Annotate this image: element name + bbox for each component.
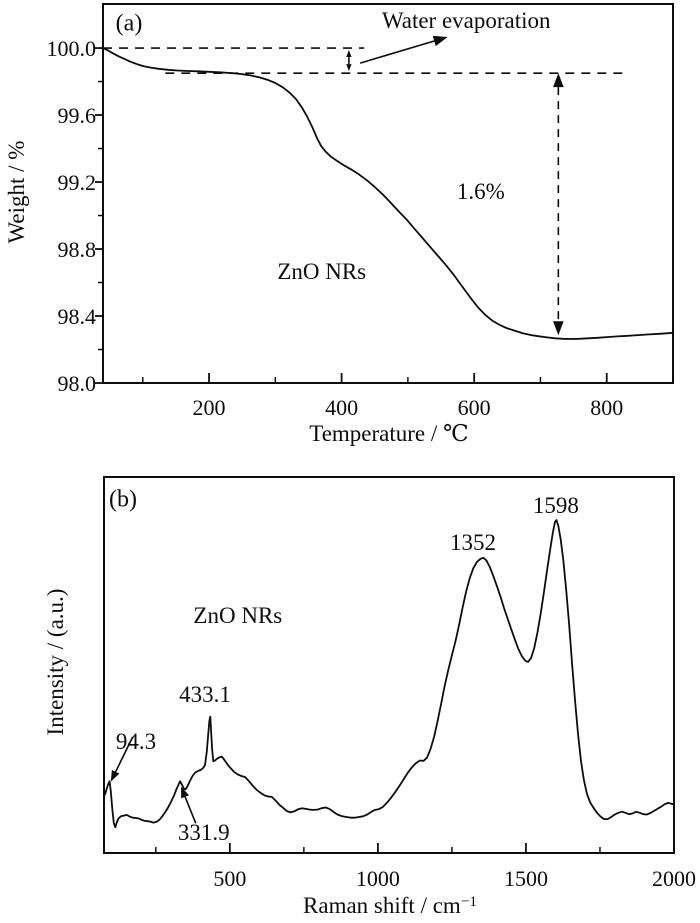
panel-a-curve-0	[102, 47, 674, 340]
panel-a-x-tick-label-200: 200	[193, 395, 226, 420]
panel-a-x-tick-label-400: 400	[325, 395, 358, 420]
panel-a-y-tick-label-99.2: 99.2	[58, 170, 97, 195]
panel-a-weight-loss-span-arrow-tail-head	[553, 73, 564, 88]
panel-a-water-gap-arrow-head	[346, 64, 352, 72]
panel-b-peak-label-433-1: 433.1	[179, 682, 231, 707]
panel-a-y-tick-label-98.8: 98.8	[58, 237, 97, 262]
panel-b-x-tick-label-1000: 1000	[356, 866, 400, 891]
panel-b-x-tick-label-1500: 1500	[504, 866, 548, 891]
panel-a-x-tick-label-800: 800	[590, 395, 623, 420]
panel-a-y-tick-label-100.0: 100.0	[47, 36, 97, 61]
panel-a-y-axis-title: Weight / %	[4, 140, 29, 244]
panel-b-frame	[103, 476, 675, 854]
panel-b-sample-label: ZnO NRs	[193, 603, 282, 628]
panel-b-peak-label-1352: 1352	[450, 530, 496, 555]
panel-b-x-axis-title-superscript: −1	[460, 893, 477, 910]
panel-a-sample-label: ZnO NRs	[277, 259, 366, 284]
panel-a-x-tick-label-600: 600	[458, 395, 491, 420]
panel-b-peak-label-1598: 1598	[533, 493, 579, 518]
panel-a-water-pointer-arrow-head	[432, 35, 448, 47]
panel-b-x-axis-title: Raman shift / cm−1	[303, 893, 477, 919]
panel-a-frame	[102, 3, 674, 384]
panel-b-x-tick-label-2000: 2000	[652, 866, 696, 891]
panel-a-x-axis-title: Temperature / ℃	[309, 421, 469, 446]
panel-a-plot: 200 400 600 800 100.0 99.6 99.2 98.8 98.4 98.0 Wat…	[47, 3, 674, 420]
panel-a-weight-loss-label: 1.6%	[457, 179, 505, 204]
panel-b-x-axis-title-text: Raman shift / cm	[303, 893, 461, 918]
panel-b-peak-label-94-3: 94.3	[116, 729, 156, 754]
panel-b-peak-331-9-arrow-shaft	[184, 796, 197, 824]
panel-b-letter: (b)	[109, 486, 137, 513]
panel-a-water-evaporation-label: Water evaporation	[382, 8, 551, 33]
panel-a-y-tick-label-98.4: 98.4	[58, 304, 97, 329]
panel-a-water-pointer-arrow-shaft	[359, 40, 435, 64]
panel-b-peak-94-3-arrow-head	[110, 769, 120, 782]
panel-b-peak-label-331-9: 331.9	[178, 820, 230, 845]
panel-a-weight-loss-span-arrow-head	[553, 321, 564, 336]
panel-b-x-tick-label-500: 500	[213, 866, 246, 891]
panel-b-y-axis-title: Intensity / (a.u.)	[43, 588, 68, 736]
panel-a-letter: (a)	[115, 10, 143, 37]
panel-b-peak-94-3-arrow-shaft	[114, 736, 134, 773]
panel-a-water-gap-arrow-tail-head	[346, 50, 352, 58]
panel-b-peak-331-9-arrow-head	[180, 786, 189, 799]
panel-b-plot: 500 1000 1500 2000 1352 1598 433.1 94.3 331.9 ZnO…	[103, 476, 696, 891]
panel-b-curve-0	[104, 519, 675, 829]
panel-a-y-tick-label-98.0: 98.0	[58, 371, 97, 396]
panel-a-y-tick-label-99.6: 99.6	[58, 103, 97, 128]
